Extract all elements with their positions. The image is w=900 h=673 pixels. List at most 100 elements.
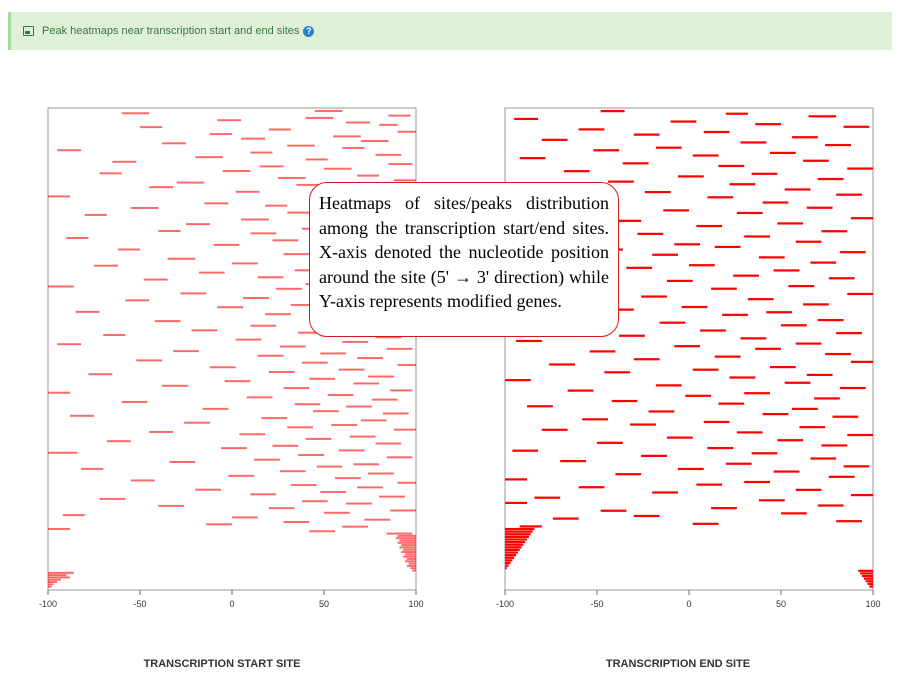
heatmap-row [403, 555, 416, 558]
heatmap-row [287, 144, 315, 147]
x-axis-label-end: TRANSCRIPTION END SITE [605, 658, 751, 670]
heatmap-row [408, 562, 416, 565]
heatmap-row [637, 232, 664, 235]
heatmap-row [795, 342, 822, 345]
heatmap-row [863, 577, 873, 580]
heatmap-row [279, 345, 306, 348]
heatmap-row [666, 279, 693, 283]
heatmap-row [696, 483, 723, 486]
x-tick-label: -100 [496, 599, 514, 609]
heatmap-row [397, 541, 416, 544]
heatmap-row [850, 360, 873, 363]
heatmap-row [239, 433, 266, 436]
heatmap-row [259, 165, 284, 168]
heatmap-row [769, 151, 796, 155]
heatmap-row [390, 389, 413, 392]
heatmap-row [563, 170, 590, 173]
heatmap-row [747, 298, 774, 301]
heatmap-row [70, 414, 94, 417]
heatmap-row [209, 366, 236, 369]
heatmap-row [136, 359, 163, 362]
heatmap-row [324, 167, 352, 170]
heatmap-row [48, 576, 71, 579]
heatmap-row [357, 357, 383, 360]
heatmap-row [298, 454, 324, 457]
heatmap-row [305, 158, 328, 161]
heatmap-row [167, 257, 196, 260]
heatmap-row [66, 237, 89, 239]
heatmap-row [773, 269, 800, 272]
heatmap-row [552, 517, 579, 520]
heatmap-row [406, 557, 416, 560]
heatmap-row [578, 486, 605, 489]
heatmap-row [342, 525, 369, 528]
heatmap-row [681, 305, 708, 309]
heatmap-row [48, 451, 78, 454]
heatmap-row [241, 137, 266, 140]
heatmap-row [685, 394, 712, 397]
heatmap-row [600, 110, 625, 113]
heatmap-row [541, 138, 568, 141]
x-tick-label: -50 [133, 599, 146, 609]
question-circle-icon[interactable]: ? [303, 25, 315, 37]
heatmap-row [257, 276, 284, 279]
heatmap-row [386, 347, 413, 350]
heatmap-row [106, 440, 131, 443]
heatmap-row [327, 394, 354, 396]
heatmap-row [103, 333, 126, 336]
heatmap-row [843, 125, 870, 128]
heatmap-row [825, 352, 851, 356]
heatmap-row [865, 580, 873, 583]
heatmap-row [762, 412, 789, 416]
heatmap-row [94, 264, 118, 267]
heatmap-row [112, 160, 137, 163]
heatmap-row [714, 355, 741, 358]
heatmap-row [283, 521, 310, 523]
heatmap-row [505, 561, 511, 565]
heatmap-row [740, 141, 767, 144]
heatmap-row [278, 176, 306, 179]
heatmap-row [375, 336, 402, 339]
heatmap-row [736, 431, 763, 434]
heatmap-row [401, 544, 416, 547]
heatmap-row [560, 460, 586, 463]
heatmap-row [505, 379, 531, 382]
heatmap-row [48, 571, 74, 574]
heatmap-row [364, 518, 391, 521]
heatmap-row [725, 462, 752, 465]
heatmap-row [333, 135, 361, 138]
heatmap-row [62, 514, 85, 517]
heatmap-row [652, 253, 678, 256]
heatmap-row [268, 507, 295, 510]
heatmap-row [505, 501, 528, 505]
heatmap-row [692, 368, 719, 371]
heatmap-row [235, 190, 260, 193]
heatmap-row [758, 499, 785, 502]
heatmap-row [48, 583, 54, 586]
heatmap-row [250, 324, 277, 327]
heatmap-row [48, 581, 58, 584]
heatmap-row [169, 460, 196, 463]
heatmap-row [806, 206, 833, 209]
heatmap-row [379, 123, 398, 126]
heatmap-row [331, 424, 358, 427]
heatmap-row [162, 142, 186, 145]
heatmap-row [130, 206, 159, 209]
heatmap-row [48, 285, 74, 288]
heatmap-row [338, 368, 365, 371]
heatmap-row [795, 488, 822, 491]
heatmap-row [847, 433, 873, 437]
heatmap-row [206, 523, 232, 526]
heatmap-row [287, 211, 313, 214]
heatmap-row [397, 130, 416, 133]
heatmap-row [817, 504, 844, 507]
heatmap-row [401, 551, 416, 554]
heatmap-row [395, 537, 416, 540]
heatmap-row [784, 188, 811, 191]
heatmap-row [514, 117, 539, 121]
heatmap-row [689, 264, 715, 267]
heatmap-row [799, 426, 826, 429]
heatmap-row [360, 140, 389, 142]
heatmap-row [692, 154, 719, 157]
heatmap-row [320, 352, 347, 355]
